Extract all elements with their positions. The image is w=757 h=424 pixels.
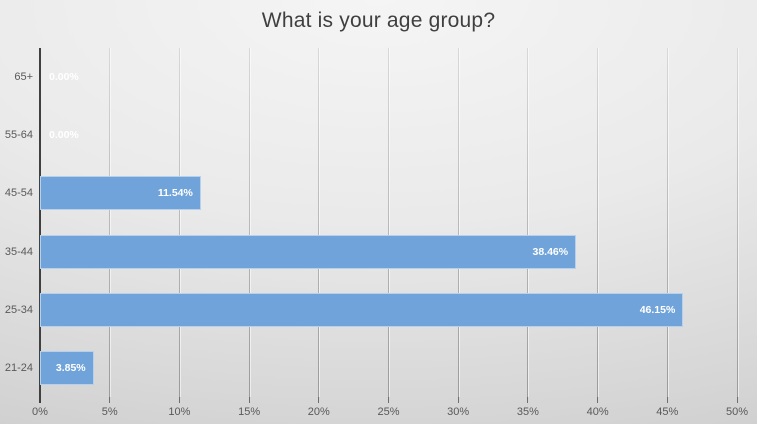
category-label: 65+ [14, 71, 33, 84]
category-label: 45-54 [4, 187, 33, 200]
bar-value-label: 3.85% [55, 361, 86, 374]
x-tick-label: 25% [377, 406, 400, 418]
x-tick-label: 35% [516, 406, 539, 418]
bar-value-label: 38.46% [532, 245, 569, 258]
category-label: 25-34 [4, 303, 33, 316]
gridline [109, 48, 111, 397]
x-tick-label: 5% [101, 406, 118, 418]
bar-value-label: 0.00% [49, 129, 79, 142]
gridline [248, 48, 250, 397]
x-tick-label: 45% [656, 406, 679, 418]
x-axis-tick [248, 397, 250, 403]
x-tick-label: 15% [238, 406, 261, 418]
bar-value-label: 11.54% [157, 187, 193, 200]
category-label: 55-64 [4, 129, 33, 142]
y-axis-line [39, 48, 41, 403]
gridline [666, 48, 668, 397]
x-tick-label: 0% [32, 406, 48, 418]
x-axis-tick [666, 397, 668, 403]
gridline [318, 48, 320, 397]
gridline [736, 48, 738, 397]
gridline [388, 48, 389, 397]
x-tick-label: 50% [725, 406, 749, 418]
x-tick-label: 40% [586, 406, 609, 418]
gridline [527, 48, 529, 397]
x-axis-tick [109, 397, 111, 403]
x-axis-tick [736, 397, 738, 403]
bar-value-label: 0.00% [49, 71, 79, 84]
chart-title: What is your age group? [261, 9, 496, 32]
x-axis-tick [388, 397, 389, 403]
gridline [178, 48, 180, 397]
gridline [457, 48, 459, 397]
category-label: 35-44 [4, 245, 33, 258]
bar [40, 292, 684, 327]
x-axis-tick [457, 397, 459, 403]
x-tick-label: 10% [168, 406, 191, 418]
x-tick-label: 30% [447, 406, 470, 418]
bar [40, 234, 577, 269]
x-axis-tick [318, 397, 320, 403]
category-label: 21-24 [4, 361, 33, 374]
bar [40, 176, 201, 211]
gridline [597, 48, 599, 397]
x-tick-label: 20% [307, 406, 330, 418]
x-axis-tick [597, 397, 599, 403]
bar [40, 350, 94, 385]
bar-value-label: 46.15% [639, 303, 676, 316]
x-axis-tick [178, 397, 180, 403]
x-axis-tick [527, 397, 529, 403]
